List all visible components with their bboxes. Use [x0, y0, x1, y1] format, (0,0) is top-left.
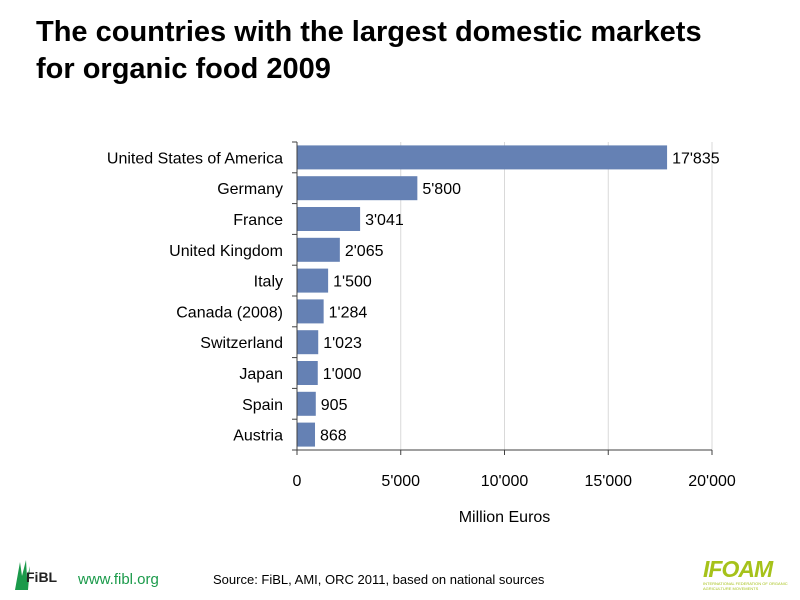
category-label: France	[233, 212, 283, 229]
data-label: 2'065	[345, 243, 384, 260]
fibl-url-link[interactable]: www.fibl.org	[78, 571, 159, 588]
fibl-logo-icon	[15, 560, 30, 590]
category-label: Italy	[254, 274, 283, 291]
bar	[297, 391, 316, 416]
fibl-logo-text: FiBL	[26, 569, 58, 585]
data-label: 3'041	[365, 212, 404, 229]
category-label: United States of America	[107, 150, 283, 167]
data-label: 1'500	[333, 274, 372, 291]
data-label: 1'023	[323, 335, 362, 352]
category-label: Spain	[242, 397, 283, 414]
bar	[297, 207, 361, 231]
category-label: Switzerland	[200, 335, 283, 352]
x-axis-title: Million Euros	[459, 509, 551, 526]
data-label: 905	[321, 397, 348, 414]
x-tick-label: 5'000	[381, 473, 420, 490]
category-label: Japan	[239, 366, 283, 383]
bar-chart: United States of America 17'835 Germany 5'8…	[107, 141, 736, 526]
bar	[297, 237, 340, 262]
data-label: 17'835	[672, 150, 720, 167]
category-label: Germany	[217, 181, 283, 198]
x-tick-label: 0	[293, 473, 302, 490]
x-tick-label: 10'000	[481, 473, 529, 490]
ifoam-logo-subtext: INTERNATIONAL FEDERATION OF ORGANIC AGRI…	[703, 581, 788, 591]
category-label: United Kingdom	[169, 243, 283, 260]
bar	[297, 268, 329, 293]
source-note: Source: FiBL, AMI, ORC 2011, based on na…	[213, 572, 545, 587]
bar	[297, 422, 316, 447]
ifoam-logo-text: IFOAM	[703, 556, 773, 582]
x-tick-label: 20'000	[688, 473, 736, 490]
category-label: Canada (2008)	[176, 304, 283, 321]
bar	[297, 330, 319, 355]
x-tick-label: 15'000	[584, 473, 632, 490]
bar	[297, 145, 668, 170]
bar	[297, 176, 418, 201]
data-label: 868	[320, 428, 347, 445]
data-label: 5'800	[422, 181, 461, 198]
data-label: 1'000	[323, 366, 362, 383]
chart-title: The countries with the largest domestic …	[36, 16, 702, 85]
bar	[297, 361, 318, 385]
data-label: 1'284	[329, 304, 368, 321]
category-label: Austria	[233, 428, 283, 445]
bar	[297, 299, 324, 324]
